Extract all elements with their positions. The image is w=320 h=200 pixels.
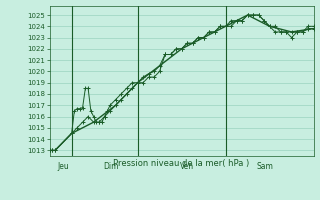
- Text: Ven: Ven: [180, 162, 194, 171]
- Text: Sam: Sam: [257, 162, 274, 171]
- Text: Dim: Dim: [103, 162, 118, 171]
- X-axis label: Pression niveau de la mer( hPa ): Pression niveau de la mer( hPa ): [114, 159, 250, 168]
- Text: Jeu: Jeu: [57, 162, 69, 171]
